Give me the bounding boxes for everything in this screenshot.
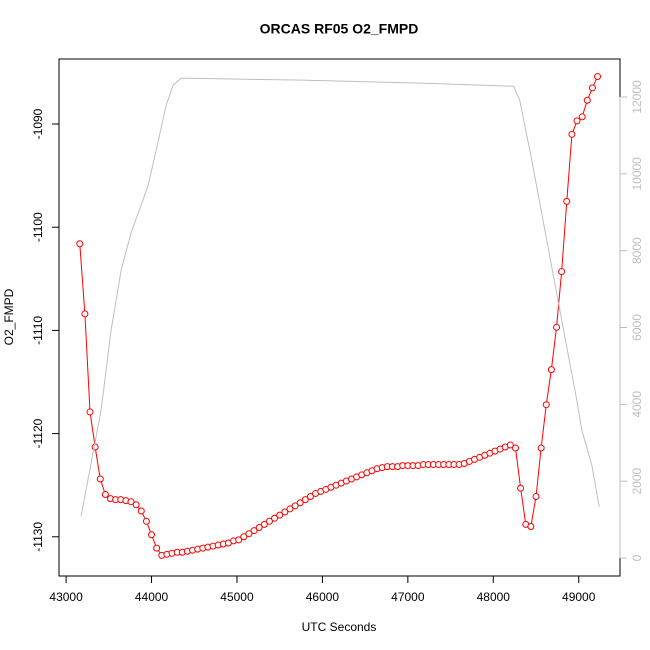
y2-tick-label: 2000	[630, 467, 644, 494]
y-tick-label: -1120	[31, 418, 45, 448]
data-point	[578, 113, 586, 121]
y2-tick-label: 12000	[630, 80, 644, 114]
data-point	[271, 514, 279, 522]
data-point	[506, 441, 514, 449]
data-point	[148, 531, 156, 539]
data-point	[547, 366, 555, 374]
data-point	[91, 443, 99, 451]
data-point	[260, 520, 268, 528]
series-line	[80, 77, 600, 517]
data-point	[137, 507, 145, 515]
data-point	[306, 493, 314, 501]
x-axis-label: UTC Seconds	[302, 620, 377, 634]
data-point	[276, 511, 284, 519]
y-tick-label: -1090	[31, 108, 45, 139]
data-point	[542, 401, 550, 409]
data-point	[250, 527, 258, 535]
y2-tick-label: 0	[630, 554, 644, 561]
x-tick-label: 49000	[562, 590, 596, 604]
x-tick-label: 43000	[49, 590, 83, 604]
data-point	[255, 523, 263, 531]
data-point	[265, 517, 273, 525]
data-point	[127, 498, 135, 506]
data-point	[532, 493, 540, 501]
y2-tick-label: 10000	[630, 157, 644, 191]
data-point	[153, 544, 161, 552]
data-point	[588, 84, 596, 92]
data-point	[142, 517, 150, 525]
data-point	[291, 502, 299, 510]
x-tick-label: 45000	[220, 590, 254, 604]
y-tick-label: -1130	[31, 522, 45, 552]
x-tick-label: 44000	[135, 590, 169, 604]
data-point	[573, 117, 581, 125]
data-point	[240, 533, 248, 541]
y2-tick-label: 8000	[630, 237, 644, 264]
data-point	[527, 522, 535, 530]
data-point	[86, 408, 94, 416]
data-point	[563, 197, 571, 205]
y2-tick-label: 4000	[630, 391, 644, 418]
data-point	[76, 240, 84, 248]
data-point	[132, 501, 140, 509]
data-point	[296, 499, 304, 507]
data-point	[301, 496, 309, 504]
data-point	[583, 96, 591, 104]
chart-title: ORCAS RF05 O2_FMPD	[260, 21, 419, 37]
data-point	[568, 130, 576, 138]
data-point	[537, 444, 545, 452]
x-tick-label: 46000	[306, 590, 340, 604]
data-point	[281, 508, 289, 516]
data-point	[517, 484, 525, 492]
data-point	[286, 505, 294, 513]
data-point	[235, 536, 243, 544]
data-point	[553, 323, 561, 331]
data-point	[594, 73, 602, 81]
y-tick-label: -1110	[31, 316, 45, 345]
data-point	[101, 490, 109, 498]
x-tick-label: 48000	[477, 590, 511, 604]
y2-tick-label: 6000	[630, 314, 644, 341]
data-point	[81, 310, 89, 318]
x-tick-label: 47000	[391, 590, 425, 604]
data-point	[96, 475, 104, 483]
y-axis-label: O2_FMPD	[2, 288, 16, 345]
data-point	[558, 268, 566, 276]
data-point	[245, 530, 253, 538]
data-point	[512, 444, 520, 452]
y-tick-label: -1100	[31, 212, 45, 242]
